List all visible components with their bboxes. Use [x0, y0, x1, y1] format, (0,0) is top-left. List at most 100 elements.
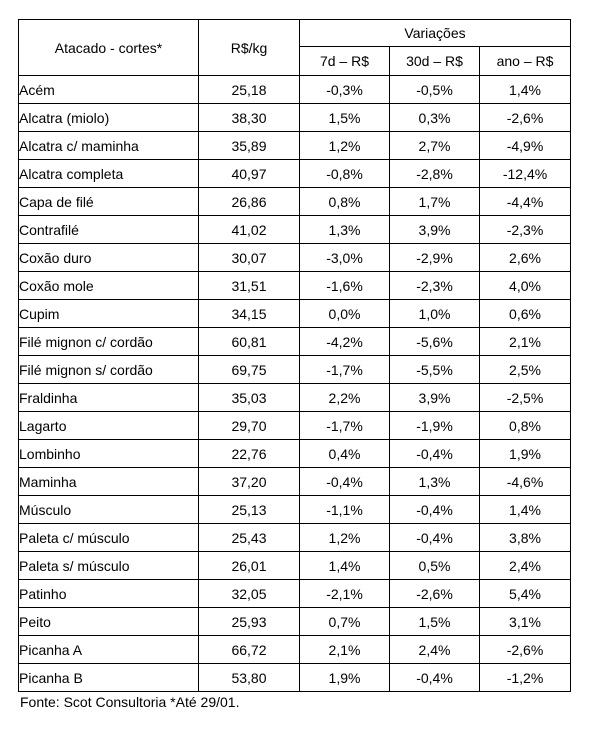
cell-year: 4,0%	[478, 271, 572, 300]
cell-30d: -1,9%	[389, 411, 480, 440]
cell-7d: 0,4%	[299, 439, 390, 468]
cell-cut: Coxão duro	[18, 243, 199, 272]
cell-7d: -2,1%	[299, 579, 390, 608]
cell-7d: 2,1%	[299, 635, 390, 664]
cell-year: -4,6%	[478, 467, 572, 496]
cell-30d: -0,4%	[389, 663, 480, 692]
table-body: Acém 25,18 -0,3% -0,5% 1,4% Alcatra (miolo) 38…	[18, 75, 572, 692]
cell-7d: -1,7%	[299, 411, 390, 440]
cell-year: 0,6%	[478, 299, 572, 328]
cell-30d: -2,3%	[389, 271, 480, 300]
cell-30d: 0,5%	[389, 551, 480, 580]
cell-year: 5,4%	[478, 579, 572, 608]
cell-cut: Filé mignon s/ cordão	[18, 355, 199, 384]
column-header-variations: Variações	[298, 19, 572, 47]
table-row: Peito 25,93 0,7% 1,5% 3,1%	[18, 607, 572, 636]
table-row: Lagarto 29,70 -1,7% -1,9% 0,8%	[18, 411, 572, 440]
table-row: Contrafilé 41,02 1,3% 3,9% -2,3%	[18, 215, 572, 244]
cell-cut: Peito	[18, 607, 199, 636]
cell-year: -2,3%	[478, 215, 572, 244]
cell-price: 25,43	[198, 523, 300, 552]
cell-year: 3,8%	[478, 523, 572, 552]
beef-prices-table: Atacado - cortes* R$/kg Variações 7d – R…	[18, 19, 572, 692]
source-note: Fonte: Scot Consultoria *Até 29/01.	[20, 694, 240, 710]
table-row: Coxão mole 31,51 -1,6% -2,3% 4,0%	[18, 271, 572, 300]
cell-cut: Músculo	[18, 495, 199, 524]
cell-7d: 1,2%	[299, 523, 390, 552]
cell-year: -2,6%	[478, 103, 572, 132]
cell-cut: Paleta s/ músculo	[18, 551, 199, 580]
cell-year: 2,5%	[478, 355, 572, 384]
table-row: Picanha B 53,80 1,9% -0,4% -1,2%	[18, 663, 572, 692]
table-row: Alcatra completa 40,97 -0,8% -2,8% -12,4%	[18, 159, 572, 188]
cell-price: 25,18	[198, 75, 300, 104]
cell-cut: Cupim	[18, 299, 199, 328]
cell-7d: 1,5%	[299, 103, 390, 132]
cell-30d: 0,3%	[389, 103, 480, 132]
cell-30d: -2,6%	[389, 579, 480, 608]
column-header-cut: Atacado - cortes*	[18, 19, 199, 76]
cell-7d: 0,0%	[299, 299, 390, 328]
table-row: Fraldinha 35,03 2,2% 3,9% -2,5%	[18, 383, 572, 412]
column-header-price: R$/kg	[198, 19, 300, 76]
cell-7d: -4,2%	[299, 327, 390, 356]
table-row: Paleta s/ músculo 26,01 1,4% 0,5% 2,4%	[18, 551, 572, 580]
cell-30d: 2,4%	[389, 635, 480, 664]
table-row: Alcatra c/ maminha 35,89 1,2% 2,7% -4,9%	[18, 131, 572, 160]
table-row: Lombinho 22,76 0,4% -0,4% 1,9%	[18, 439, 572, 468]
cell-price: 40,97	[198, 159, 300, 188]
cell-cut: Alcatra completa	[18, 159, 199, 188]
cell-30d: 3,9%	[389, 215, 480, 244]
cell-year: 2,4%	[478, 551, 572, 580]
cell-year: 3,1%	[478, 607, 572, 636]
cell-cut: Capa de filé	[18, 187, 199, 216]
cell-year: 2,6%	[478, 243, 572, 272]
cell-year: -2,6%	[478, 635, 572, 664]
cell-7d: 1,9%	[299, 663, 390, 692]
cell-7d: 0,7%	[299, 607, 390, 636]
cell-cut: Fraldinha	[18, 383, 199, 412]
cell-7d: -1,1%	[299, 495, 390, 524]
table-row: Alcatra (miolo) 38,30 1,5% 0,3% -2,6%	[18, 103, 572, 132]
cell-7d: -3,0%	[299, 243, 390, 272]
cell-price: 25,93	[198, 607, 300, 636]
cell-cut: Picanha A	[18, 635, 199, 664]
cell-cut: Picanha B	[18, 663, 199, 692]
cell-30d: 1,0%	[389, 299, 480, 328]
cell-7d: 1,3%	[299, 215, 390, 244]
cell-cut: Patinho	[18, 579, 199, 608]
table-row: Acém 25,18 -0,3% -0,5% 1,4%	[18, 75, 572, 104]
table-row: Filé mignon s/ cordão 69,75 -1,7% -5,5% 2,5%	[18, 355, 572, 384]
cell-year: -4,9%	[478, 131, 572, 160]
table-row: Filé mignon c/ cordão 60,81 -4,2% -5,6% 2,1%	[18, 327, 572, 356]
cell-30d: 1,5%	[389, 607, 480, 636]
table-row: Paleta c/ músculo 25,43 1,2% -0,4% 3,8%	[18, 523, 572, 552]
cell-price: 26,01	[198, 551, 300, 580]
cell-price: 25,13	[198, 495, 300, 524]
cell-price: 53,80	[198, 663, 300, 692]
cell-cut: Alcatra c/ maminha	[18, 131, 199, 160]
cell-price: 35,03	[198, 383, 300, 412]
cell-cut: Lombinho	[18, 439, 199, 468]
cell-7d: 1,4%	[299, 551, 390, 580]
table-row: Patinho 32,05 -2,1% -2,6% 5,4%	[18, 579, 572, 608]
cell-30d: -0,5%	[389, 75, 480, 104]
cell-price: 22,76	[198, 439, 300, 468]
cell-cut: Contrafilé	[18, 215, 199, 244]
cell-year: 2,1%	[478, 327, 572, 356]
cell-7d: -0,8%	[299, 159, 390, 188]
cell-year: 1,4%	[478, 495, 572, 524]
cell-30d: -0,4%	[389, 495, 480, 524]
table-row: Coxão duro 30,07 -3,0% -2,9% 2,6%	[18, 243, 572, 272]
cell-30d: -0,4%	[389, 523, 480, 552]
column-header-30d: 30d – R$	[389, 46, 480, 76]
header-row-top: Atacado - cortes* R$/kg Variações	[18, 19, 572, 76]
cell-price: 69,75	[198, 355, 300, 384]
cell-cut: Alcatra (miolo)	[18, 103, 199, 132]
cell-30d: -2,8%	[389, 159, 480, 188]
cell-30d: -5,6%	[389, 327, 480, 356]
cell-price: 29,70	[198, 411, 300, 440]
cell-30d: 2,7%	[389, 131, 480, 160]
table-row: Músculo 25,13 -1,1% -0,4% 1,4%	[18, 495, 572, 524]
column-header-year: ano – R$	[478, 46, 572, 76]
